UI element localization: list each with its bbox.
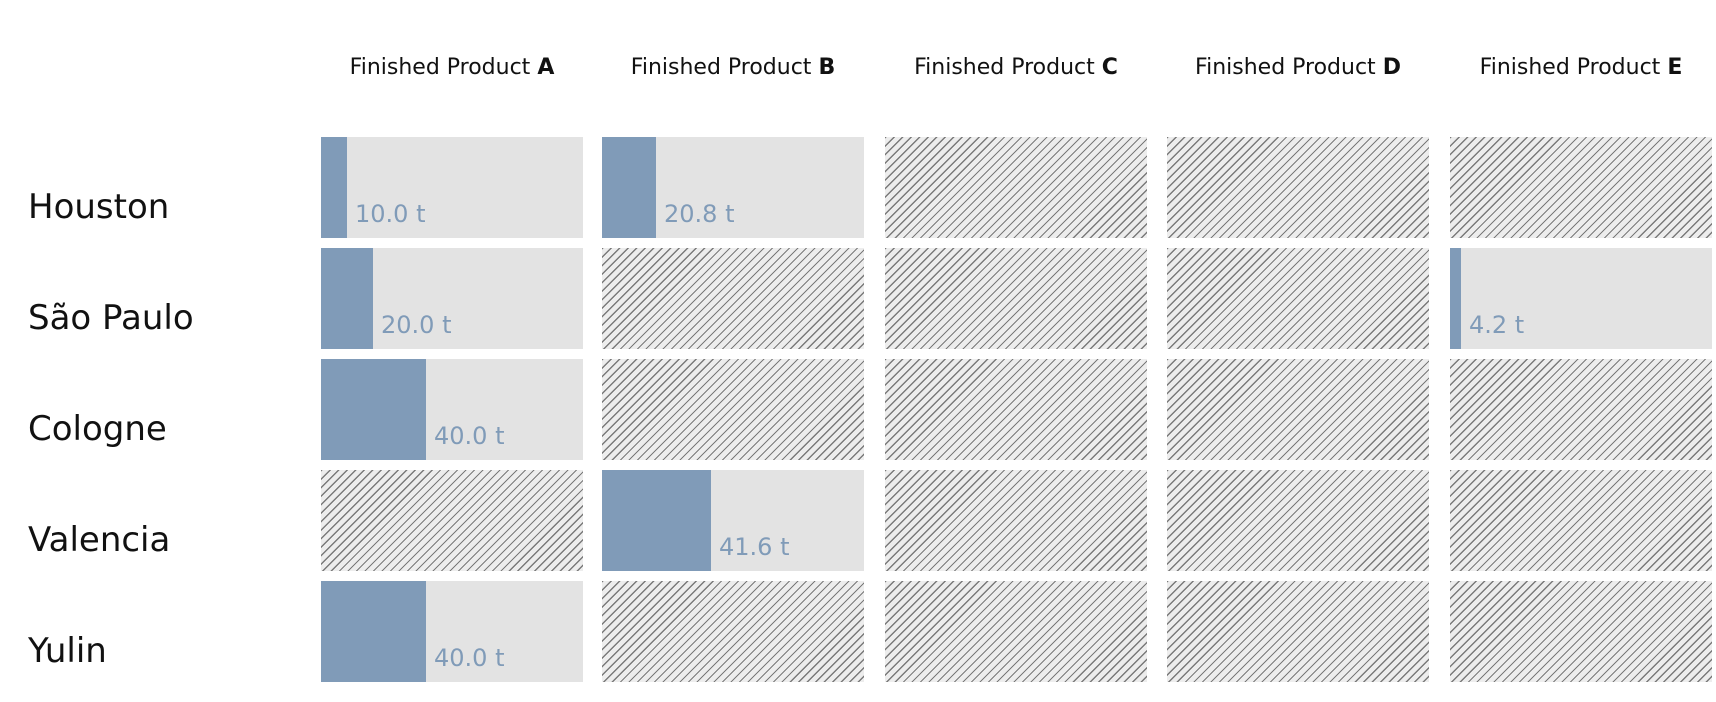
column-header: Finished Product D	[1147, 48, 1449, 88]
value-bar	[602, 470, 711, 571]
column-header: Finished Product A	[301, 48, 603, 88]
row-label: Cologne	[28, 409, 167, 449]
column-header-prefix: Finished Product	[1195, 55, 1376, 80]
chart-cell: 4.2 t	[1450, 248, 1712, 349]
column-header-prefix: Finished Product	[349, 55, 531, 80]
no-data-cell	[321, 470, 583, 571]
no-data-cell	[1167, 248, 1429, 349]
no-data-cell	[1450, 359, 1712, 460]
chart-cell: 10.0 t	[321, 137, 583, 238]
row-label: Valencia	[28, 520, 171, 560]
value-bar	[321, 581, 426, 682]
value-bar	[1450, 248, 1461, 349]
no-data-cell	[885, 581, 1147, 682]
no-data-cell	[1450, 470, 1712, 571]
value-label: 10.0 t	[355, 200, 426, 228]
column-header-letter: D	[1382, 55, 1401, 80]
column-header: Finished Product B	[582, 48, 884, 88]
no-data-cell	[1167, 137, 1429, 238]
value-bar	[321, 359, 426, 460]
value-bar	[321, 248, 373, 349]
no-data-cell	[602, 359, 864, 460]
column-header-prefix: Finished Product	[630, 55, 812, 80]
value-label: 40.0 t	[434, 422, 505, 450]
column-header-letter: B	[818, 55, 836, 80]
no-data-cell	[602, 581, 864, 682]
chart-cell: 40.0 t	[321, 359, 583, 460]
column-header-letter: A	[537, 55, 555, 80]
chart-cell: 40.0 t	[321, 581, 583, 682]
column-header: Finished Product C	[865, 48, 1167, 88]
column-header-prefix: Finished Product	[1479, 55, 1661, 80]
no-data-cell	[1167, 581, 1429, 682]
row-label: Houston	[28, 187, 170, 227]
row-label: São Paulo	[28, 298, 194, 338]
value-label: 20.0 t	[381, 311, 452, 339]
value-label: 41.6 t	[719, 533, 790, 561]
chart-cell: 20.8 t	[602, 137, 864, 238]
chart-cell: 20.0 t	[321, 248, 583, 349]
value-bar	[602, 137, 656, 238]
no-data-cell	[602, 248, 864, 349]
value-label: 20.8 t	[664, 200, 735, 228]
column-header-letter: E	[1667, 55, 1683, 80]
no-data-cell	[1167, 359, 1429, 460]
chart-cell: 41.6 t	[602, 470, 864, 571]
no-data-cell	[885, 137, 1147, 238]
column-header-letter: C	[1101, 55, 1118, 80]
no-data-cell	[1450, 581, 1712, 682]
value-label: 4.2 t	[1469, 311, 1525, 339]
row-label: Yulin	[28, 631, 107, 671]
column-header: Finished Product E	[1430, 48, 1716, 88]
no-data-cell	[885, 470, 1147, 571]
value-bar	[321, 137, 347, 238]
no-data-cell	[1167, 470, 1429, 571]
value-label: 40.0 t	[434, 644, 505, 672]
no-data-cell	[885, 248, 1147, 349]
no-data-cell	[885, 359, 1147, 460]
no-data-cell	[1450, 137, 1712, 238]
column-header-prefix: Finished Product	[914, 55, 1095, 80]
